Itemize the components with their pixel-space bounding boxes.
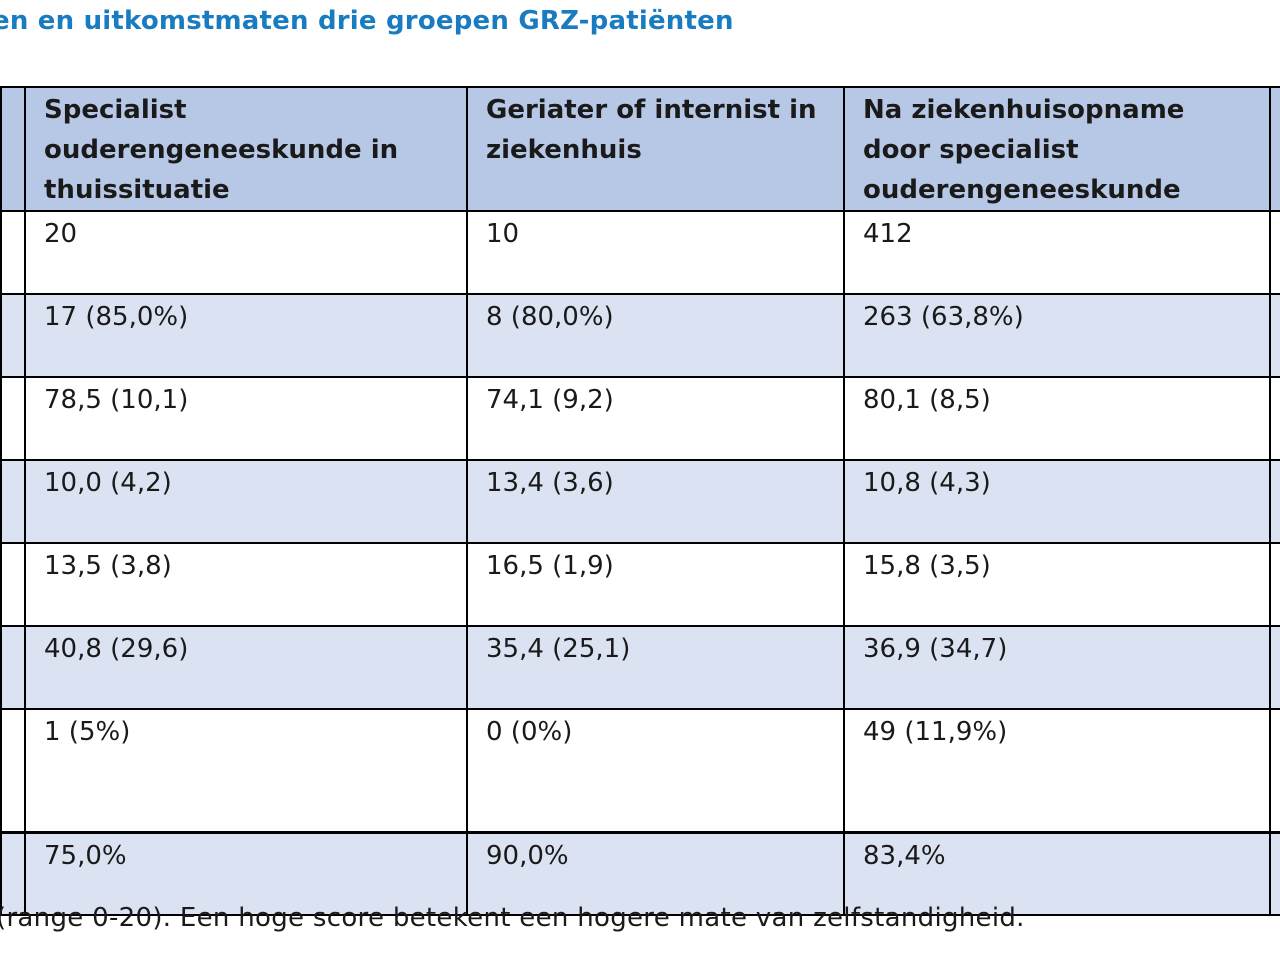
table-cell: 40,8 (29,6) xyxy=(24,625,468,710)
table-row: 20 10 412 xyxy=(0,210,1280,295)
header-cell-geriater-ziekenhuis: Geriater of internist in ziekenhuis xyxy=(466,86,845,212)
table-cell-edge xyxy=(1269,293,1280,378)
table-cell-edge xyxy=(1269,625,1280,710)
table-cell-stub xyxy=(0,831,26,916)
table-cell-edge xyxy=(1269,831,1280,916)
table-cell-stub xyxy=(0,459,26,544)
table-cell: 74,1 (9,2) xyxy=(466,376,845,461)
header-cell-stub xyxy=(0,86,26,212)
table-cell: 49 (11,9%) xyxy=(843,708,1271,834)
table-cell: 412 xyxy=(843,210,1271,295)
table-row: 13,5 (3,8) 16,5 (1,9) 15,8 (3,5) xyxy=(0,542,1280,627)
table-cell-edge xyxy=(1269,459,1280,544)
results-table: Specialist ouderengeneeskunde in thuissi… xyxy=(0,86,1280,916)
table-cell-edge xyxy=(1269,708,1280,834)
table-row: 75,0% 90,0% 83,4% xyxy=(0,831,1280,916)
table-row: 40,8 (29,6) 35,4 (25,1) 36,9 (34,7) xyxy=(0,625,1280,710)
table-row: ) 1 (5%) 0 (0%) 49 (11,9%) xyxy=(0,708,1280,834)
table-cell: 83,4% xyxy=(843,831,1271,916)
truncated-label-glyph: ) xyxy=(3,784,23,820)
table-footnote: (range 0-20). Een hoge score betekent ee… xyxy=(0,903,1025,933)
header-cell-specialist-thuis: Specialist ouderengeneeskunde in thuissi… xyxy=(24,86,468,212)
header-cell-edge xyxy=(1269,86,1280,212)
table-cell-stub xyxy=(0,210,26,295)
header-cell-na-ziekenhuisopname: Na ziekenhuisopname door specialist oude… xyxy=(843,86,1271,212)
table-cell: 13,4 (3,6) xyxy=(466,459,845,544)
table-cell: 10,8 (4,3) xyxy=(843,459,1271,544)
table-cell: 20 xyxy=(24,210,468,295)
table-cell: 10,0 (4,2) xyxy=(24,459,468,544)
table-row: 78,5 (10,1) 74,1 (9,2) 80,1 (8,5) xyxy=(0,376,1280,461)
table-row: 17 (85,0%) 8 (80,0%) 263 (63,8%) xyxy=(0,293,1280,378)
table-cell: 16,5 (1,9) xyxy=(466,542,845,627)
table-cell: 13,5 (3,8) xyxy=(24,542,468,627)
table-cell: 15,8 (3,5) xyxy=(843,542,1271,627)
table-cell: 90,0% xyxy=(466,831,845,916)
header-row: Specialist ouderengeneeskunde in thuissi… xyxy=(0,86,1280,212)
table-cell-edge xyxy=(1269,376,1280,461)
table-cell: 35,4 (25,1) xyxy=(466,625,845,710)
table-cell: 263 (63,8%) xyxy=(843,293,1271,378)
table-row: 10,0 (4,2) 13,4 (3,6) 10,8 (4,3) xyxy=(0,459,1280,544)
table-cell-edge xyxy=(1269,210,1280,295)
table-cell: 36,9 (34,7) xyxy=(843,625,1271,710)
table-cell-edge xyxy=(1269,542,1280,627)
table-cell: 17 (85,0%) xyxy=(24,293,468,378)
table-cell: 0 (0%) xyxy=(466,708,845,834)
table-cell: 75,0% xyxy=(24,831,468,916)
table-cell: 1 (5%) xyxy=(24,708,468,834)
table-cell-stub xyxy=(0,376,26,461)
table-cell-stub xyxy=(0,625,26,710)
table-cell-stub xyxy=(0,542,26,627)
table-cell-stub xyxy=(0,293,26,378)
table-title: en en uitkomstmaten drie groepen GRZ-pat… xyxy=(0,6,734,36)
table-cell: 8 (80,0%) xyxy=(466,293,845,378)
table-cell: 80,1 (8,5) xyxy=(843,376,1271,461)
table-cell: 78,5 (10,1) xyxy=(24,376,468,461)
table-cell-stub: ) xyxy=(0,708,26,834)
table-cell: 10 xyxy=(466,210,845,295)
